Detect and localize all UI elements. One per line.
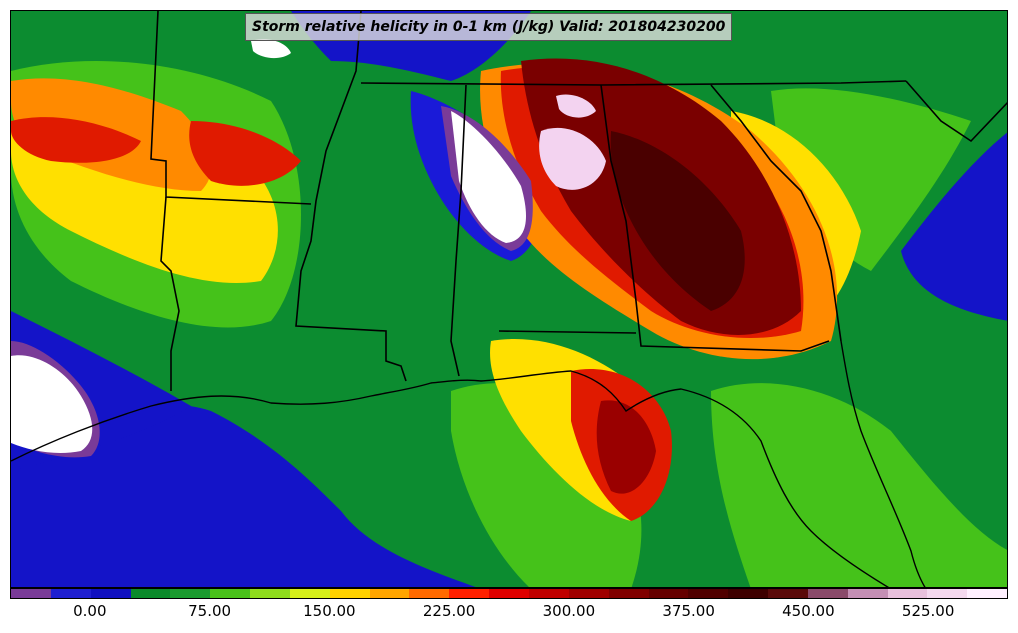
colorbar-bin [608, 589, 649, 598]
missing-texas [11, 355, 93, 454]
colorbar-tick-label: 450.00 [782, 602, 835, 620]
colorbar-bin [927, 589, 968, 598]
colorbar-bin [11, 589, 51, 598]
colorbar-bin [130, 589, 171, 598]
colorbar-bin [847, 589, 888, 598]
colorbar-bin [289, 589, 330, 598]
colorbar-bin [887, 589, 928, 598]
state-boundaries [150, 11, 1007, 391]
colorbar-bin [688, 589, 729, 598]
colorbar-bin [967, 589, 1008, 598]
colorbar-tick-label: 225.00 [422, 602, 476, 620]
colorbar-bin [728, 589, 769, 598]
colorbar [10, 588, 1008, 599]
colorbar-labels: 0.00 75.00 150.00 225.00 300.00 375.00 450.00 5… [0, 602, 1018, 626]
core-maroon [610, 131, 745, 311]
helicity-map [11, 11, 1007, 587]
map-title: Storm relative helicity in 0-1 km (J/kg)… [245, 13, 733, 41]
colorbar-bin [329, 589, 370, 598]
colorbar-bin [409, 589, 450, 598]
colorbar-tick-label: 75.00 [188, 602, 232, 620]
colorbar-tick-label: 0.00 [73, 602, 107, 620]
colorbar-bin [170, 589, 211, 598]
gulf-low-region [11, 404, 476, 587]
colorbar-bin [250, 589, 290, 598]
colorbar-bin [210, 589, 251, 598]
colorbar-tick-label: 525.00 [901, 602, 955, 620]
panhandle-dark-red [596, 400, 656, 494]
pink-max-1 [539, 127, 606, 190]
colorbar-bin [489, 589, 529, 598]
texas-red [11, 117, 141, 163]
ne-texas-red [189, 121, 301, 186]
colorbar-bin [90, 589, 131, 598]
colorbar-bin [369, 589, 410, 598]
missing-north [251, 39, 291, 59]
coastline [11, 340, 926, 587]
colorbar-bin [648, 589, 689, 598]
colorbar-bin [768, 589, 808, 598]
colorbar-bin [449, 589, 490, 598]
florida-green [711, 383, 1007, 587]
pink-max-2 [556, 94, 596, 118]
colorbar-bin [807, 589, 848, 598]
colorbar-bin [568, 589, 609, 598]
atlantic-blue [901, 132, 1007, 321]
colorbar-bin [528, 589, 569, 598]
colorbar-tick-label: 150.00 [303, 602, 356, 620]
map-panel [10, 10, 1008, 588]
missing-central [451, 111, 526, 243]
colorbar-tick-label: 375.00 [662, 602, 715, 620]
colorbar-tick-label: 300.00 [542, 602, 596, 620]
colorbar-bin [50, 589, 91, 598]
